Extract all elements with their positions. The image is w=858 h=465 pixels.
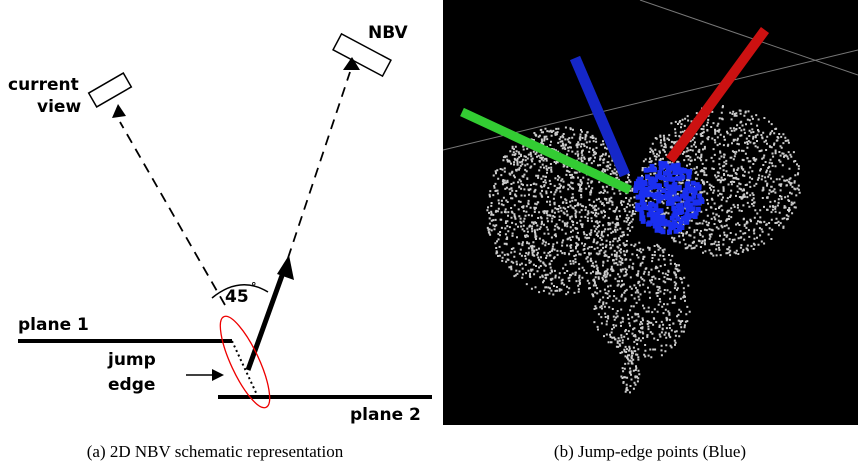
label: edge [108,375,155,395]
figure: current view NBV 45 ° plane 1 jump edge … [0,0,858,465]
schematic: current view NBV 45 ° plane 1 jump edge … [8,23,432,425]
arrowhead [112,104,126,118]
current-view-box [89,73,132,107]
caption: (a) 2D NBV schematic representation [87,442,344,461]
label: ° [251,280,257,293]
caption: (b) Jump-edge points (Blue) [554,442,746,461]
dashed-line [120,122,225,305]
label: plane 1 [18,315,89,335]
dashed-line [288,72,350,258]
point-cloud-image [443,0,858,425]
label: 45 [225,287,249,307]
label: jump [107,350,156,370]
label: plane 2 [350,405,421,425]
label: current [8,75,79,95]
label: view [37,97,81,117]
label: NBV [368,23,408,43]
